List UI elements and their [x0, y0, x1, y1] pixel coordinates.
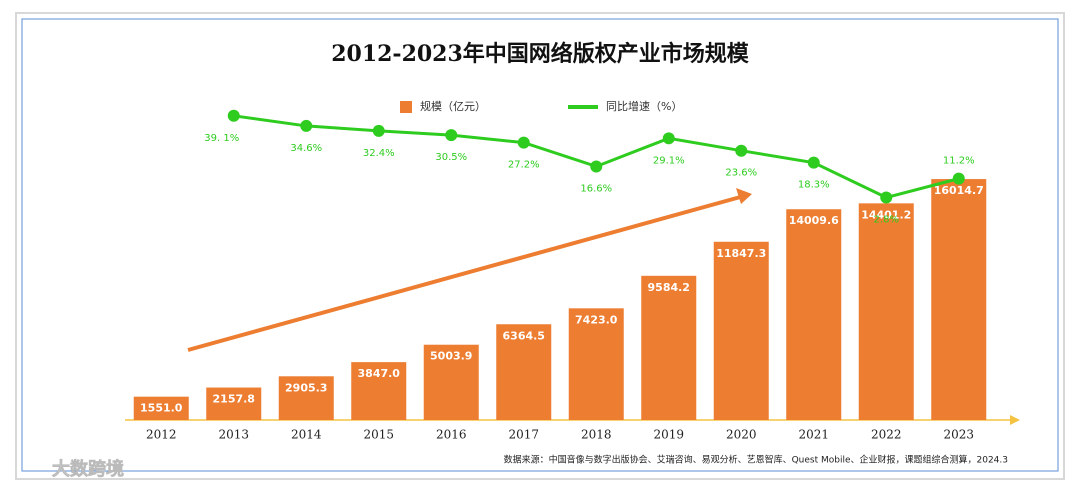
x-tick-label: 2017 — [508, 428, 539, 442]
data-label: 11.2% — [943, 156, 975, 167]
data-label: 18.3% — [798, 180, 830, 191]
x-tick-label: 2014 — [291, 428, 322, 442]
legend-swatch — [400, 101, 412, 113]
bar — [858, 203, 914, 420]
data-label: 16.6% — [580, 183, 612, 194]
data-label: 2.8% — [874, 215, 899, 226]
data-label: 3847.0 — [358, 367, 401, 380]
line-point — [662, 132, 675, 145]
data-label: 14009.6 — [789, 214, 839, 227]
x-tick-label: 2013 — [218, 428, 249, 442]
data-label: 32.4% — [363, 148, 395, 159]
line-point — [735, 144, 748, 157]
line-point — [807, 156, 820, 169]
line-point — [227, 109, 240, 122]
legend-label: 规模（亿元） — [420, 99, 486, 113]
x-tick-label: 2023 — [943, 428, 974, 442]
data-label: 9584.2 — [648, 281, 690, 294]
data-label: 5003.9 — [430, 350, 472, 363]
bar — [786, 209, 842, 420]
x-tick-label: 2019 — [653, 428, 684, 442]
data-label: 30.5% — [435, 152, 467, 163]
bar — [931, 179, 987, 420]
data-label: 1551.0 — [140, 402, 183, 415]
data-label: 34.6% — [290, 143, 322, 154]
inner-frame — [21, 18, 1059, 472]
x-tick-label: 2018 — [581, 428, 612, 442]
bar — [568, 308, 624, 420]
data-label: 29.1% — [653, 155, 685, 166]
x-tick-label: 2016 — [436, 428, 467, 442]
data-label: 6364.5 — [503, 329, 545, 342]
bar — [423, 344, 479, 420]
data-label: 11847.3 — [716, 247, 766, 260]
data-label: 7423.0 — [575, 313, 618, 326]
line-point — [880, 191, 893, 204]
trend-arrow — [187, 194, 745, 352]
bar — [496, 324, 552, 420]
x-tick-label: 2022 — [871, 428, 902, 442]
bar — [641, 275, 697, 420]
data-label: 2905.3 — [285, 381, 327, 394]
bar — [206, 387, 262, 420]
bar — [713, 241, 769, 420]
source: 数据来源：中国音像与数字出版协会、艾瑞咨询、易观分析、艺恩智库、Quest Mo… — [504, 454, 1008, 466]
line-point — [372, 124, 385, 137]
data-label: 16014.7 — [934, 184, 984, 197]
x-tick-label: 2021 — [798, 428, 829, 442]
data-label: 14401.2 — [861, 208, 911, 221]
bar — [351, 362, 407, 420]
x-tick-label: 2015 — [363, 428, 394, 442]
line-point — [300, 119, 313, 132]
chart-title: 2012-2023年中国网络版权产业市场规模 — [331, 41, 750, 67]
watermark: 大数跨境 — [52, 458, 124, 480]
line-point — [517, 136, 530, 149]
data-label: 27.2% — [508, 160, 540, 171]
x-tick-label: 2012 — [146, 428, 177, 442]
x-axis-arrow — [1010, 415, 1020, 425]
data-label: 2157.8 — [213, 393, 255, 406]
line-point — [952, 172, 965, 185]
x-tick-label: 2020 — [726, 428, 757, 442]
line-point — [590, 160, 603, 173]
trend-arrow-head — [736, 188, 752, 204]
bar — [278, 376, 334, 420]
line-point — [445, 129, 458, 142]
data-label: 39. 1% — [204, 133, 239, 144]
data-label: 23.6% — [725, 168, 757, 179]
legend-label: 同比增速（%） — [606, 99, 682, 113]
bar — [133, 396, 189, 420]
